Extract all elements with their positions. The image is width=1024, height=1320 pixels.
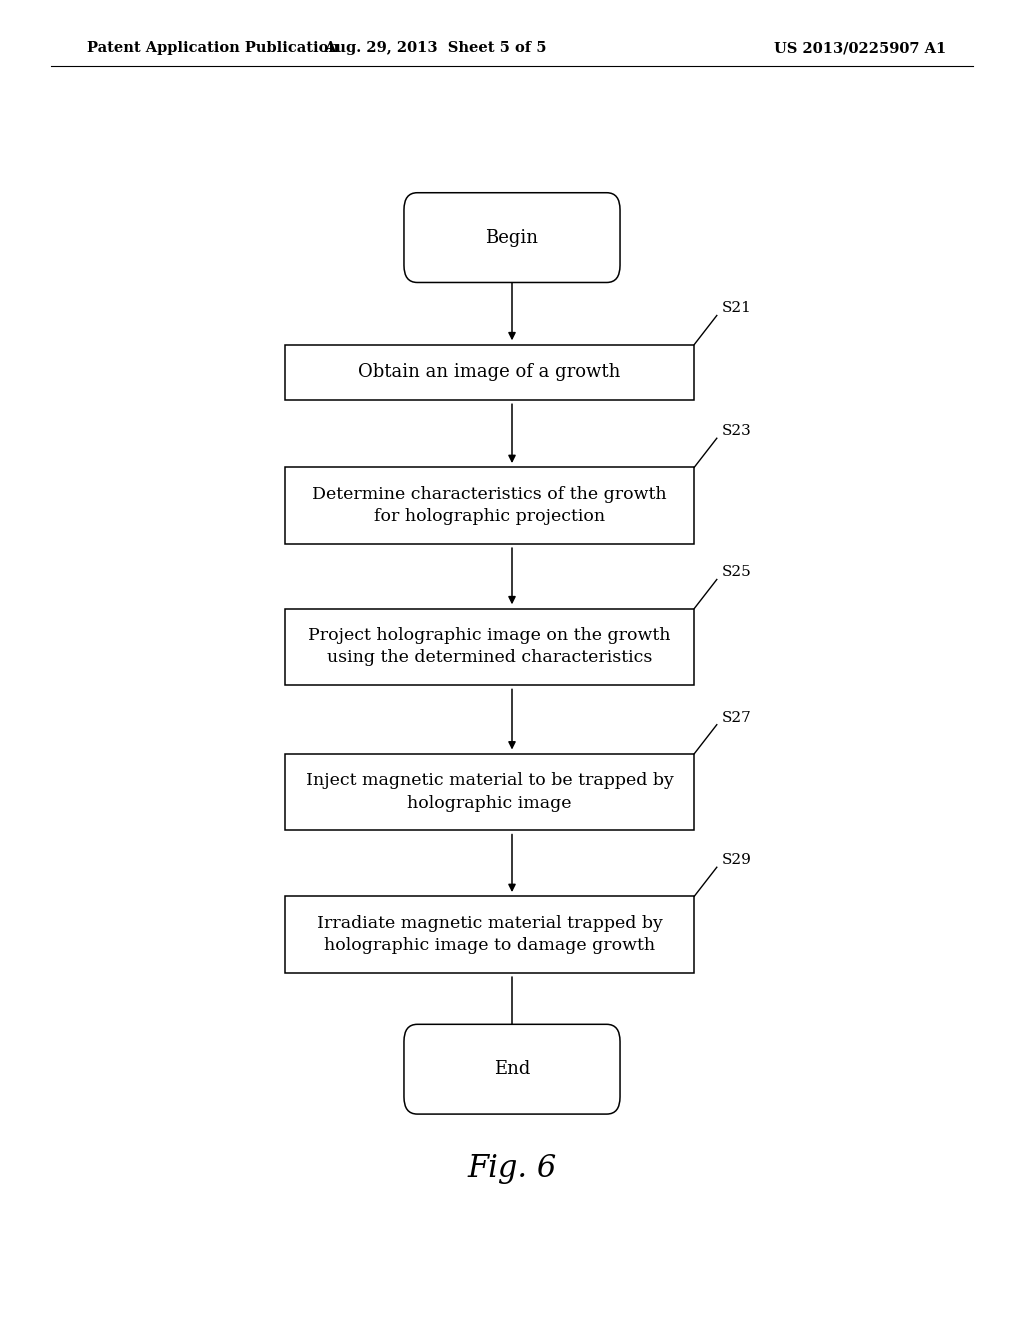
FancyBboxPatch shape [285,467,694,544]
Text: Aug. 29, 2013  Sheet 5 of 5: Aug. 29, 2013 Sheet 5 of 5 [324,41,547,55]
Text: US 2013/0225907 A1: US 2013/0225907 A1 [774,41,946,55]
Text: S23: S23 [722,424,752,438]
FancyBboxPatch shape [285,896,694,973]
Text: Patent Application Publication: Patent Application Publication [87,41,339,55]
Text: Irradiate magnetic material trapped by
holographic image to damage growth: Irradiate magnetic material trapped by h… [316,915,663,954]
Text: S21: S21 [722,301,752,315]
FancyBboxPatch shape [403,1024,620,1114]
Text: Fig. 6: Fig. 6 [467,1152,557,1184]
FancyBboxPatch shape [285,345,694,400]
Text: S27: S27 [722,710,752,725]
Text: Obtain an image of a growth: Obtain an image of a growth [358,363,621,381]
Text: S25: S25 [722,565,752,579]
Text: S29: S29 [722,853,752,867]
FancyBboxPatch shape [285,754,694,830]
FancyBboxPatch shape [403,193,620,282]
Text: End: End [494,1060,530,1078]
Text: Inject magnetic material to be trapped by
holographic image: Inject magnetic material to be trapped b… [305,772,674,812]
Text: Begin: Begin [485,228,539,247]
FancyBboxPatch shape [285,609,694,685]
Text: Project holographic image on the growth
using the determined characteristics: Project holographic image on the growth … [308,627,671,667]
Text: Determine characteristics of the growth
for holographic projection: Determine characteristics of the growth … [312,486,667,525]
